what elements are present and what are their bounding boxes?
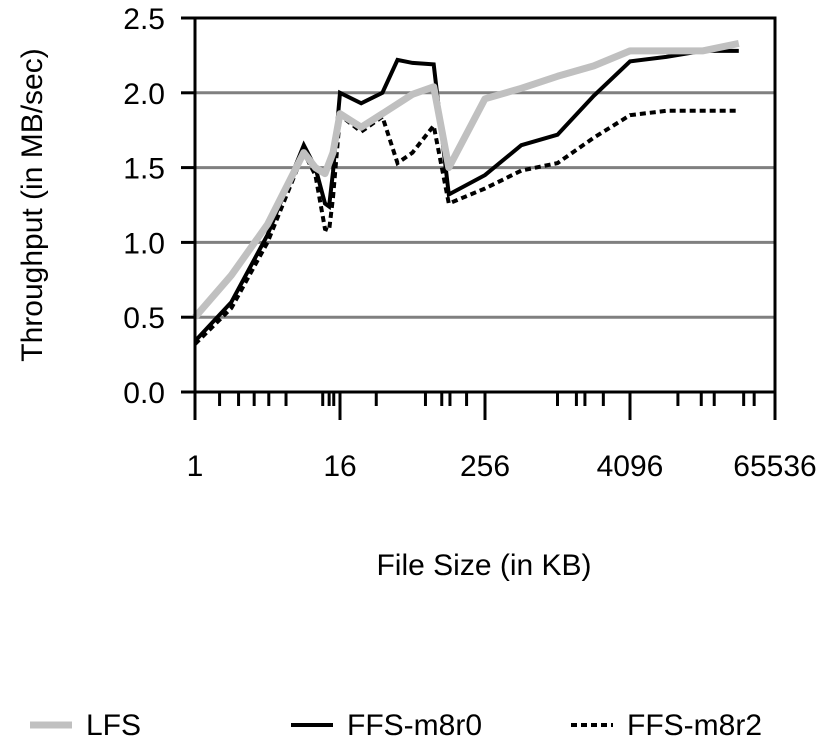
axes xyxy=(181,16,777,420)
legend-item: LFS xyxy=(30,709,141,742)
series-line-lfs xyxy=(192,39,740,320)
x-tick-label: 1 xyxy=(187,450,204,483)
y-axis-title: Throughput (in MB/sec) xyxy=(16,48,49,361)
y-tick-label: 2.5 xyxy=(123,3,165,36)
series-line-ffs-m8r2 xyxy=(193,108,739,346)
legend-item: FFS-m8r2 xyxy=(571,709,762,742)
series-lines xyxy=(192,39,740,346)
plot-frame xyxy=(193,16,777,394)
x-tick-label: 16 xyxy=(323,450,356,483)
legend: LFS FFS-m8r0 FFS-m8r2 xyxy=(30,709,762,742)
legend-label: FFS-m8r2 xyxy=(627,709,762,742)
x-tick-label: 65536 xyxy=(733,450,816,483)
tick-labels: 1 16 256 4096 65536 0.0 0.5 1.0 1.5 2.0 2.5 xyxy=(123,3,816,483)
grid-lines xyxy=(195,91,775,319)
x-axis-title: File Size (in KB) xyxy=(376,549,591,582)
x-tick-label: 4096 xyxy=(597,450,664,483)
y-tick-label: 2.0 xyxy=(123,78,165,111)
legend-label: LFS xyxy=(86,709,141,742)
y-tick-label: 0.0 xyxy=(123,377,165,410)
y-tick-label: 1.0 xyxy=(123,227,165,260)
x-tick-label: 256 xyxy=(460,450,510,483)
legend-label: FFS-m8r0 xyxy=(347,709,482,742)
y-tick-label: 1.5 xyxy=(123,153,165,186)
legend-item: FFS-m8r0 xyxy=(291,709,482,742)
series-line-ffs-m8r0 xyxy=(193,48,739,343)
y-tick-label: 0.5 xyxy=(123,302,165,335)
